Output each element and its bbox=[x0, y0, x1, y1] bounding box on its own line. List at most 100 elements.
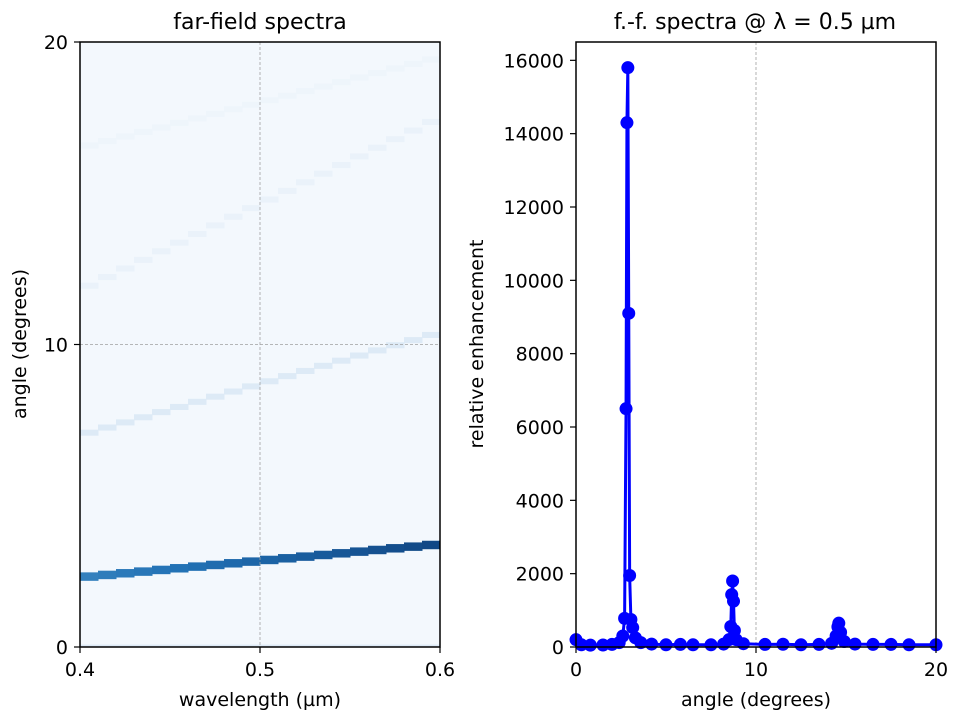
data-point bbox=[848, 637, 862, 651]
heatmap-cell bbox=[314, 83, 333, 90]
data-point bbox=[659, 638, 673, 652]
heatmap-cell bbox=[260, 196, 279, 203]
line-y-tick-label: 10000 bbox=[504, 270, 564, 292]
data-point bbox=[837, 635, 851, 648]
data-point bbox=[583, 638, 597, 652]
heatmap-cell bbox=[98, 424, 117, 431]
heatmap-cell bbox=[368, 144, 387, 151]
heatmap-cell bbox=[98, 570, 117, 580]
heatmap-y-tick-label: 0 bbox=[56, 637, 68, 659]
heatmap-cell bbox=[152, 248, 171, 255]
heatmap-cell bbox=[224, 559, 243, 568]
line-x-tick-label: 10 bbox=[744, 659, 768, 681]
heatmap-cell bbox=[224, 388, 243, 395]
heatmap-x-tick-label: 0.5 bbox=[245, 659, 275, 681]
heatmap-cell bbox=[224, 213, 243, 220]
heatmap-y-ticks: 0 10 20 bbox=[44, 32, 80, 659]
heatmap-cell bbox=[422, 331, 441, 338]
line-x-tick-label: 0 bbox=[570, 659, 582, 681]
heatmap-x-tick-label: 0.4 bbox=[65, 659, 95, 681]
heatmap-cell bbox=[260, 378, 279, 385]
heatmap-cell bbox=[422, 56, 441, 63]
heatmap-cell bbox=[260, 97, 279, 104]
heatmap-cell bbox=[404, 60, 423, 67]
heatmap-cell bbox=[80, 644, 440, 647]
heatmap-cell bbox=[152, 565, 171, 575]
heatmap-cell bbox=[242, 205, 261, 212]
heatmap-cell bbox=[296, 88, 315, 95]
heatmap-cell bbox=[206, 560, 225, 570]
heatmap-cell bbox=[404, 337, 423, 344]
heatmap-cell bbox=[80, 142, 99, 149]
data-point bbox=[634, 636, 648, 650]
line-y-tick-label: 0 bbox=[552, 637, 564, 659]
heatmap-cell bbox=[386, 342, 405, 349]
heatmap-cell bbox=[386, 65, 405, 72]
heatmap-cell bbox=[368, 347, 387, 354]
data-point bbox=[621, 61, 635, 75]
data-point bbox=[758, 637, 772, 651]
heatmap-cell bbox=[98, 138, 117, 145]
heatmap-cell bbox=[350, 74, 369, 81]
heatmap-cell bbox=[116, 133, 135, 140]
heatmap-x-label: wavelength (µm) bbox=[179, 689, 341, 711]
heatmap-cell bbox=[404, 542, 423, 551]
heatmap-cell bbox=[152, 124, 171, 131]
line-x-label: angle (degrees) bbox=[681, 689, 831, 711]
line-y-tick-label: 16000 bbox=[504, 50, 564, 72]
heatmap-cell bbox=[296, 179, 315, 186]
heatmap-cell bbox=[350, 547, 369, 556]
heatmap-cell bbox=[188, 230, 207, 238]
line-y-tick-label: 6000 bbox=[516, 417, 564, 439]
line-series bbox=[569, 61, 943, 652]
heatmap-cell bbox=[170, 403, 189, 410]
heatmap-cell bbox=[332, 549, 351, 558]
heatmap-cell bbox=[314, 550, 333, 560]
heatmap-cell bbox=[188, 562, 207, 571]
data-point bbox=[623, 569, 637, 582]
line-panel: f.-f. spectra @ λ = 0.5 µm 0 10 20 0 2000 40… bbox=[466, 10, 948, 711]
heatmap-cell bbox=[386, 544, 405, 553]
heatmap-x-tick-label: 0.6 bbox=[425, 659, 455, 681]
heatmap-cell bbox=[332, 357, 351, 364]
data-point bbox=[736, 637, 750, 651]
heatmap-panel: far-field spectra 0.4 0.5 0.6 0 10 20 wavele… bbox=[9, 10, 455, 711]
heatmap-y-tick-label: 20 bbox=[44, 32, 68, 54]
line-y-tick-label: 12000 bbox=[504, 197, 564, 219]
heatmap-cell bbox=[422, 540, 441, 550]
heatmap-y-label: angle (degrees) bbox=[9, 269, 31, 419]
line-title: f.-f. spectra @ λ = 0.5 µm bbox=[614, 10, 896, 35]
heatmap-cell bbox=[368, 545, 387, 555]
heatmap-cell bbox=[314, 362, 333, 369]
heatmap-cell bbox=[116, 265, 135, 272]
heatmap-cell bbox=[224, 106, 243, 113]
heatmap-cell bbox=[368, 69, 387, 77]
heatmap-cell bbox=[332, 79, 351, 86]
data-point bbox=[812, 637, 826, 651]
data-point bbox=[645, 637, 659, 651]
heatmap-cell bbox=[116, 569, 135, 578]
data-point bbox=[622, 306, 636, 320]
heatmap-cell bbox=[80, 282, 99, 289]
heatmap-cell bbox=[278, 92, 297, 99]
heatmap-cell bbox=[206, 110, 225, 117]
data-point bbox=[704, 638, 718, 652]
heatmap-cell bbox=[98, 274, 117, 281]
data-point bbox=[727, 594, 740, 608]
heatmap-cell bbox=[350, 153, 369, 160]
data-point bbox=[726, 574, 740, 588]
heatmap-title: far-field spectra bbox=[173, 10, 346, 35]
data-point bbox=[686, 638, 700, 652]
heatmap-x-ticks: 0.4 0.5 0.6 bbox=[65, 647, 455, 681]
data-point bbox=[776, 637, 790, 651]
heatmap-cell bbox=[278, 554, 297, 563]
heatmap-cell bbox=[80, 429, 99, 436]
heatmap-cell bbox=[134, 128, 153, 136]
line-x-ticks: 0 10 20 bbox=[570, 647, 948, 681]
heatmap-cell bbox=[332, 162, 351, 169]
data-point bbox=[619, 402, 633, 416]
heatmap-cell bbox=[278, 187, 297, 194]
heatmap-cell bbox=[134, 567, 153, 576]
heatmap-cell bbox=[152, 409, 171, 416]
